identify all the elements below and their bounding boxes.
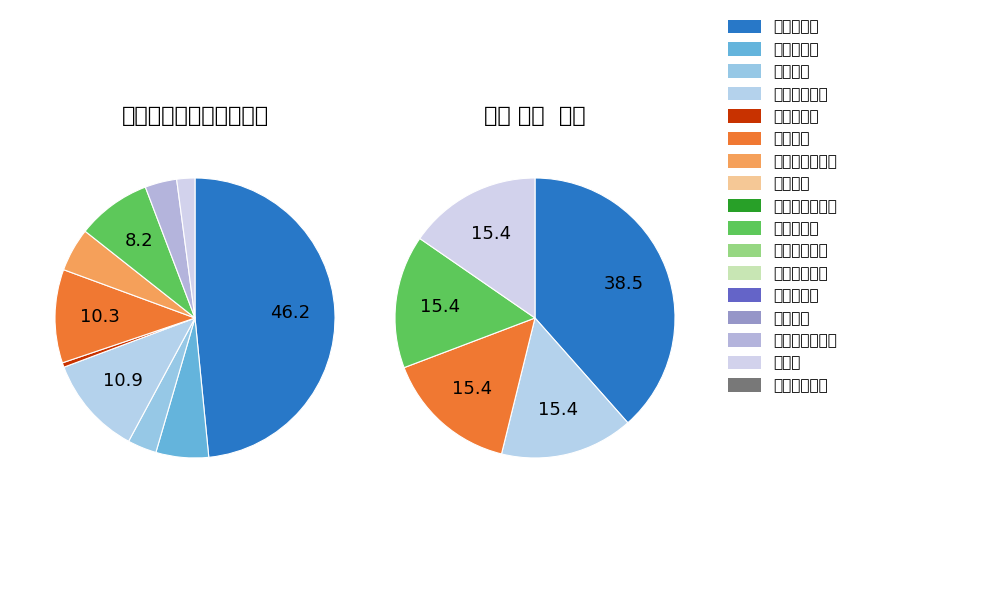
Legend: ストレート, ツーシーム, シュート, カットボール, スプリット, フォーク, チェンジアップ, シンカー, 高速スライダー, スライダー, 縦スライダー, : ストレート, ツーシーム, シュート, カットボール, スプリット, フォーク,…: [728, 20, 837, 393]
Text: 46.2: 46.2: [270, 304, 310, 322]
Wedge shape: [177, 178, 195, 318]
Wedge shape: [145, 179, 195, 318]
Text: 15.4: 15.4: [471, 225, 511, 243]
Text: 8.2: 8.2: [124, 232, 153, 250]
Wedge shape: [501, 318, 628, 458]
Wedge shape: [395, 238, 535, 368]
Text: 15.4: 15.4: [538, 401, 578, 419]
Wedge shape: [404, 318, 535, 454]
Wedge shape: [535, 178, 675, 423]
Text: 10.9: 10.9: [103, 371, 143, 389]
Wedge shape: [64, 231, 195, 318]
Text: 15.4: 15.4: [452, 380, 492, 398]
Title: 大山 悠輔  選手: 大山 悠輔 選手: [484, 106, 586, 126]
Wedge shape: [195, 178, 335, 457]
Title: セ・リーグ全プレイヤー: セ・リーグ全プレイヤー: [121, 106, 269, 126]
Text: 38.5: 38.5: [604, 275, 644, 293]
Text: 10.3: 10.3: [80, 308, 120, 326]
Text: 15.4: 15.4: [420, 298, 461, 316]
Wedge shape: [64, 318, 195, 441]
Wedge shape: [129, 318, 195, 452]
Wedge shape: [420, 178, 535, 318]
Wedge shape: [62, 318, 195, 367]
Wedge shape: [55, 269, 195, 363]
Wedge shape: [156, 318, 209, 458]
Wedge shape: [85, 187, 195, 318]
